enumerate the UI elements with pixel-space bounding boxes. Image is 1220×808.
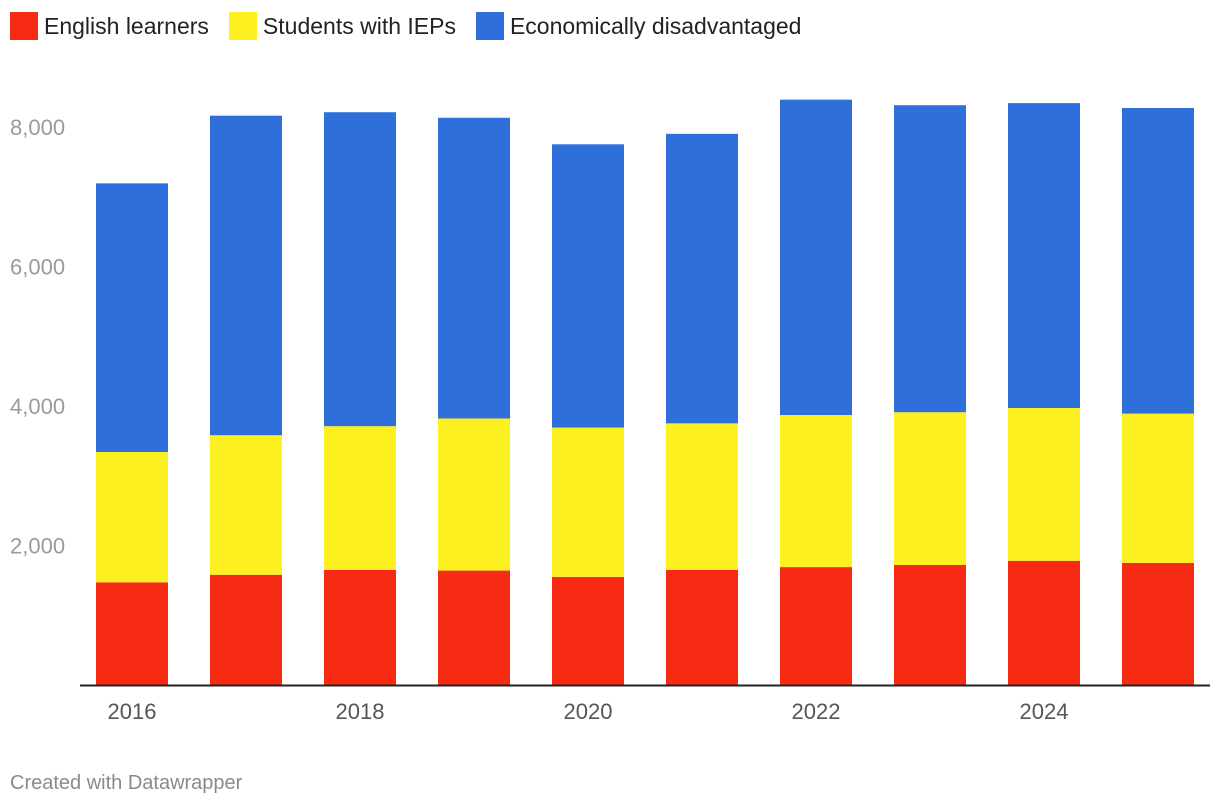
bar-english-learners-2025 [1122,562,1194,685]
x-tick-label: 2018 [336,699,385,724]
y-tick-label: 6,000 [10,254,65,279]
legend-label-english-learners: English learners [44,12,209,39]
bar-students-with-ieps-2016 [96,451,168,583]
x-tick-label: 2020 [564,699,613,724]
legend-swatch-students-with-ieps [228,12,257,40]
bar-economically-disadvantaged-2024 [1008,103,1080,409]
bar-students-with-ieps-2025 [1122,413,1194,563]
bar-economically-disadvantaged-2016 [96,183,168,452]
bar-economically-disadvantaged-2022 [780,99,852,416]
legend-item-economically-disadvantaged: Economically disadvantaged [475,12,802,40]
bar-economically-disadvantaged-2021 [666,133,738,424]
bar-english-learners-2020 [552,576,624,685]
bar-students-with-ieps-2021 [666,423,738,570]
x-tick-label: 2022 [792,699,841,724]
bar-students-with-ieps-2019 [438,418,510,571]
bar-english-learners-2017 [210,574,282,685]
bar-english-learners-2021 [666,569,738,685]
bar-economically-disadvantaged-2025 [1122,108,1194,414]
legend-label-students-with-ieps: Students with IEPs [262,12,456,39]
bar-economically-disadvantaged-2023 [894,105,966,413]
bar-english-learners-2023 [894,565,966,685]
bar-students-with-ieps-2022 [780,415,852,568]
legend-item-english-learners: English learners [10,12,209,40]
bar-english-learners-2019 [438,570,510,685]
y-tick-label: 2,000 [10,533,65,558]
legend-label-economically-disadvantaged: Economically disadvantaged [509,12,802,39]
legend-swatch-economically-disadvantaged [475,12,504,40]
legend-item-students-with-ieps: Students with IEPs [228,12,456,40]
bar-students-with-ieps-2018 [324,426,396,570]
bar-students-with-ieps-2020 [552,427,624,577]
bar-students-with-ieps-2024 [1008,408,1080,561]
x-tick-label: 2016 [108,699,157,724]
bar-students-with-ieps-2023 [894,412,966,565]
y-tick-label: 8,000 [10,115,65,140]
bar-economically-disadvantaged-2017 [210,115,282,436]
bar-economically-disadvantaged-2020 [552,144,624,428]
bar-english-learners-2016 [96,582,168,685]
x-tick-label: 2024 [1020,699,1069,724]
legend-swatch-english-learners [10,12,38,40]
chart-legend: English learners Students with IEPs Econ… [10,12,821,40]
y-tick-label: 4,000 [10,394,65,419]
bar-english-learners-2024 [1008,560,1080,685]
bar-economically-disadvantaged-2018 [324,112,396,427]
bar-economically-disadvantaged-2019 [438,117,510,419]
bar-english-learners-2018 [324,569,396,685]
bar-students-with-ieps-2017 [210,435,282,575]
bar-english-learners-2022 [780,567,852,685]
footer-credit: Created with Datawrapper [10,772,243,794]
